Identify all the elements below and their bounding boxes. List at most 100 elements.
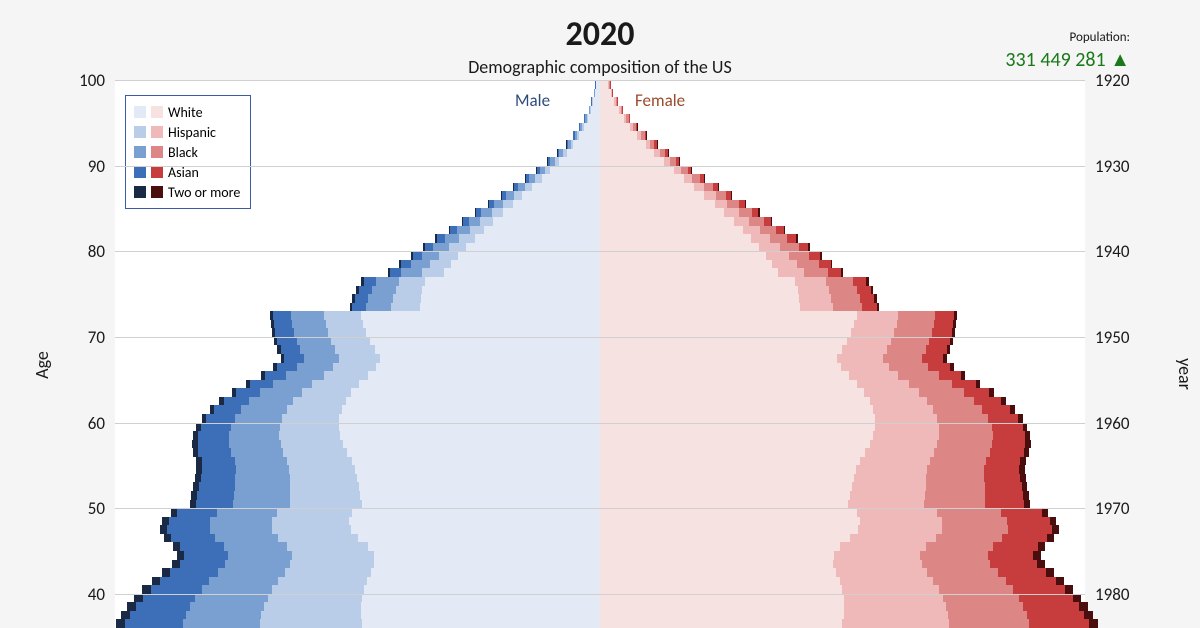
pyramid-seg	[926, 474, 984, 483]
pyramid-seg	[787, 234, 796, 243]
pyramid-seg	[784, 226, 785, 235]
pyramid-seg	[588, 114, 600, 123]
pyramid-seg	[268, 594, 362, 603]
pyramid-seg	[837, 354, 883, 363]
pyramid-seg	[210, 517, 272, 526]
legend-swatch-female	[151, 166, 163, 178]
pyramid-row-female	[600, 286, 873, 295]
pyramid-seg	[121, 611, 130, 620]
pyramid-seg	[831, 294, 860, 303]
pyramid-seg	[439, 251, 458, 260]
pyramid-seg	[459, 234, 475, 243]
pyramid-seg	[339, 414, 600, 423]
pyramid-seg	[600, 525, 858, 534]
pyramid-seg	[922, 354, 943, 363]
pyramid-seg	[942, 517, 1007, 526]
pyramid-seg	[840, 542, 926, 551]
pyramid-seg	[324, 311, 361, 320]
legend-item: White	[134, 102, 240, 122]
pyramid-seg	[600, 508, 857, 517]
pyramid-seg	[749, 217, 763, 226]
pyramid-seg	[134, 594, 142, 603]
pyramid-seg	[359, 286, 372, 295]
pyramid-seg	[272, 517, 349, 526]
pyramid-seg	[926, 482, 985, 491]
pyramid-seg	[936, 534, 1003, 543]
pyramid-seg	[600, 414, 875, 423]
pyramid-seg	[844, 611, 948, 620]
pyramid-seg	[333, 363, 375, 372]
legend-swatch-male	[134, 166, 146, 178]
pyramid-seg	[600, 234, 751, 243]
pyramid-seg	[366, 303, 391, 312]
pyramid-seg	[715, 200, 727, 209]
pyramid-row-female	[600, 619, 1098, 628]
pyramid-seg	[278, 577, 367, 586]
pyramid-seg	[731, 191, 732, 200]
pyramid-seg	[1025, 440, 1030, 449]
pyramid-row-male	[435, 234, 600, 243]
pyramid-row-male	[423, 243, 600, 252]
pyramid-row-male	[164, 534, 600, 543]
pyramid-seg	[411, 260, 430, 269]
pyramid-row-female	[600, 200, 746, 209]
pyramid-seg	[458, 251, 600, 260]
pyramid-seg	[1025, 431, 1030, 440]
pyramid-seg	[249, 397, 293, 406]
pyramid-seg	[851, 328, 894, 337]
pyramid-seg	[954, 311, 957, 320]
pyramid-seg	[421, 294, 600, 303]
pyramid-row-female	[600, 560, 1045, 569]
pyramid-row-male	[547, 157, 600, 166]
pyramid-seg	[235, 414, 283, 423]
tick-age: 90	[60, 156, 105, 177]
pyramid-seg	[297, 363, 333, 372]
pyramid-seg	[950, 337, 953, 346]
pyramid-seg	[368, 542, 600, 551]
pyramid-seg	[525, 183, 532, 192]
pyramid-seg	[277, 508, 352, 517]
pyramid-seg	[870, 440, 937, 449]
pyramid-row-male	[193, 482, 600, 491]
pyramid-seg	[281, 440, 343, 449]
pyramid-seg	[943, 594, 1019, 603]
pyramid-seg	[359, 380, 600, 389]
pyramid-row-female	[600, 320, 956, 329]
pyramid-seg	[1006, 577, 1056, 586]
pyramid-seg	[800, 303, 833, 312]
pyramid-seg	[195, 594, 267, 603]
pyramid-row-male	[356, 286, 600, 295]
pyramid-seg	[399, 277, 425, 286]
pyramid-seg	[339, 354, 380, 363]
pyramid-row-male	[219, 397, 600, 406]
pyramid-seg	[116, 619, 125, 628]
pyramid-seg	[939, 371, 962, 380]
pyramid-seg	[600, 619, 842, 628]
pyramid-seg	[860, 517, 942, 526]
pyramid-seg	[842, 345, 887, 354]
pyramid-seg	[857, 508, 937, 517]
pyramid-row-female	[600, 405, 1015, 414]
pyramid-seg	[600, 131, 637, 140]
pyramid-row-female	[600, 260, 832, 269]
pyramid-seg	[352, 303, 366, 312]
pyramid-seg	[984, 465, 1019, 474]
pyramid-seg	[984, 474, 1020, 483]
pyramid-seg	[600, 89, 611, 98]
pyramid-seg	[506, 191, 514, 200]
pyramid-seg	[716, 191, 726, 200]
pyramid-seg	[833, 560, 921, 569]
pyramid-seg	[704, 183, 713, 192]
pyramid-seg	[260, 619, 362, 628]
pyramid-row-male	[557, 149, 600, 158]
pyramid-row-male	[589, 106, 600, 115]
pyramid-seg	[287, 405, 342, 414]
pyramid-seg	[304, 354, 339, 363]
pyramid-seg	[850, 534, 935, 543]
pyramid-seg	[600, 611, 844, 620]
pyramid-seg	[694, 183, 704, 192]
pyramid-seg	[600, 551, 834, 560]
pyramid-seg	[841, 363, 888, 372]
pyramid-seg	[600, 388, 864, 397]
gridline	[115, 508, 1085, 509]
